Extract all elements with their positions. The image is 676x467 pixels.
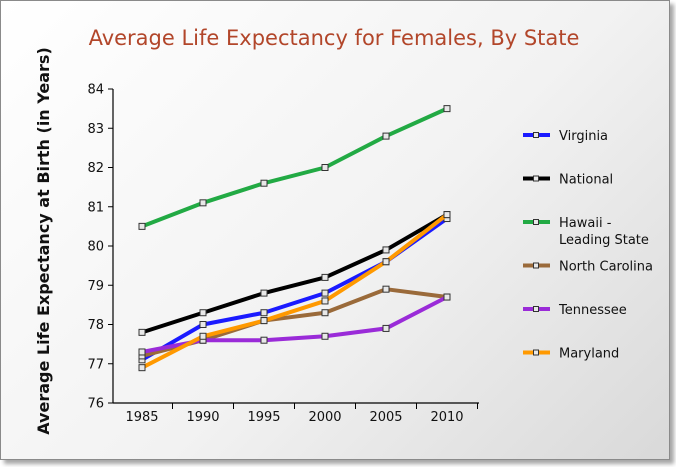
- y-tick-label: 80: [87, 240, 104, 255]
- axes: 76 77 78 79 80 81 82 83 84 1985 1990 1995 2000 2005 20…: [34, 47, 479, 435]
- series-line: [140, 212, 449, 335]
- y-tick-label: 76: [87, 397, 104, 412]
- data-point: [321, 297, 329, 305]
- series-line: [140, 212, 449, 370]
- legend-item: National: [523, 173, 613, 188]
- data-point: [382, 258, 390, 266]
- data-point: [382, 324, 390, 332]
- data-point: [321, 289, 329, 297]
- data-point: [443, 293, 451, 301]
- legend-label: Leading State: [559, 233, 649, 248]
- data-point: [199, 309, 207, 317]
- data-point: [260, 309, 268, 317]
- data-point: [199, 321, 207, 328]
- x-tick-label: 1990: [186, 410, 219, 425]
- legend-item: Tennessee: [523, 303, 627, 318]
- legend-item: North Carolina: [523, 260, 653, 275]
- y-tick-label: 81: [87, 200, 104, 215]
- series-maryland: [138, 211, 451, 372]
- data-point: [199, 332, 207, 340]
- legend-item: Virginia: [523, 129, 608, 144]
- x-tick-label: 2005: [369, 410, 402, 425]
- legend-marker: [533, 349, 539, 356]
- y-tick-label: 77: [87, 357, 104, 372]
- data-point: [260, 179, 268, 187]
- x-tick-label: 2010: [430, 410, 463, 425]
- data-point: [321, 309, 329, 317]
- series-hawaii-leading-state: [138, 105, 451, 230]
- legend-label: Maryland: [559, 347, 619, 362]
- legend-label: National: [559, 173, 613, 188]
- legend-marker: [533, 262, 539, 269]
- legend-marker: [533, 175, 539, 182]
- y-tick-label: 79: [87, 279, 104, 294]
- chart-title: Average Life Expectancy for Females, By …: [89, 26, 580, 50]
- data-point: [138, 328, 146, 336]
- y-tick-label: 82: [87, 161, 104, 176]
- legend-label: North Carolina: [559, 260, 653, 275]
- legend-marker: [533, 132, 539, 138]
- data-point: [199, 199, 207, 207]
- y-tick-label: 83: [87, 122, 104, 137]
- data-point: [382, 285, 390, 293]
- data-point: [260, 317, 268, 325]
- data-point: [321, 332, 329, 340]
- legend-label: Hawaii -: [559, 216, 612, 231]
- legend: Virginia National Hawaii - Leading State Nor…: [523, 129, 653, 362]
- data-point: [382, 246, 390, 254]
- series-north-carolina: [138, 285, 451, 360]
- legend-label: Tennessee: [558, 303, 627, 318]
- data-point: [443, 105, 451, 113]
- data-point: [382, 132, 390, 140]
- data-point: [138, 348, 146, 356]
- y-axis-label: Average Life Expectancy at Birth (in Yea…: [34, 47, 53, 435]
- x-tick-label: 1995: [247, 410, 280, 425]
- y-tick-label: 84: [87, 83, 104, 98]
- data-point: [321, 273, 329, 281]
- legend-item: Maryland: [523, 347, 619, 362]
- data-point: [138, 364, 146, 372]
- legend-marker: [533, 219, 539, 225]
- chart-frame: Average Life Expectancy for Females, By …: [0, 0, 670, 460]
- legend-marker: [533, 306, 539, 312]
- y-tick-label: 78: [87, 318, 104, 333]
- data-point: [260, 289, 268, 297]
- series-line: [140, 106, 449, 229]
- data-point: [443, 211, 451, 219]
- data-point: [321, 164, 329, 171]
- data-point: [260, 336, 268, 344]
- legend-label: Virginia: [559, 129, 608, 144]
- series-layer: [138, 105, 451, 372]
- x-tick-label: 1985: [125, 410, 158, 425]
- x-tick-label: 2000: [308, 410, 341, 425]
- data-point: [138, 222, 146, 230]
- legend-item: Hawaii - Leading State: [523, 216, 649, 248]
